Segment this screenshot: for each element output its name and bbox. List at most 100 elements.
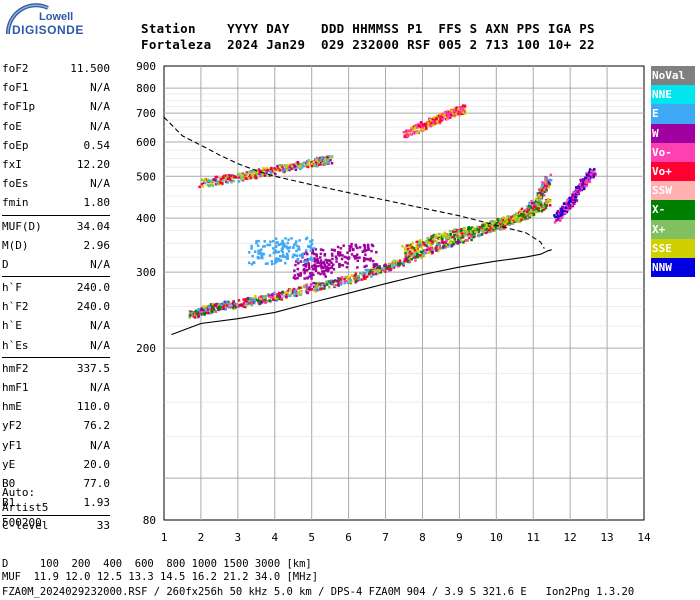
param-row: hmE 110.0 [2, 397, 110, 416]
echo-pixel [283, 295, 286, 298]
echo-pixel [313, 257, 316, 260]
echo-pixel [277, 250, 281, 254]
echo-pixel [209, 311, 213, 314]
echo-pixel [425, 127, 428, 130]
echo-pixel [375, 250, 378, 254]
echo-pixel [408, 260, 412, 264]
echo-pixel [547, 181, 551, 184]
echo-pixel [258, 174, 262, 177]
echo-pixel [548, 182, 551, 186]
echo-pixel [285, 166, 288, 169]
echo-pixel [255, 241, 258, 245]
param-name: B0 [2, 476, 16, 490]
echo-pixel [408, 129, 411, 132]
echo-pixel [567, 201, 570, 205]
echo-pixel [468, 236, 471, 240]
echo-pixel [576, 190, 579, 193]
echo-pixel [268, 254, 272, 257]
echo-pixel [443, 231, 446, 235]
header-line2: Fortaleza 2024 Jan29 029 232000 RSF 005 … [141, 37, 595, 52]
echo-pixel [405, 134, 409, 137]
echo-pixel [414, 259, 417, 262]
echo-pixel [297, 164, 301, 168]
echo-pixel [561, 215, 564, 219]
echo-pixel [392, 260, 396, 263]
echo-pixel [244, 304, 248, 307]
y-tick-label: 300 [136, 266, 156, 279]
echo-pixel [518, 218, 522, 221]
echo-pixel [431, 236, 434, 239]
echo-pixel [585, 173, 589, 177]
echo-pixel [411, 129, 415, 132]
echo-pixel [303, 161, 306, 164]
echo-pixel [365, 249, 368, 252]
echo-pixel [420, 121, 423, 124]
echo-pixel [244, 297, 248, 301]
echo-pixel [306, 160, 309, 163]
echo-pixel [206, 309, 210, 313]
echo-pixel [525, 208, 528, 211]
echo-pixel [572, 201, 575, 204]
echo-pixel [440, 236, 444, 239]
echo-pixel [530, 199, 533, 203]
echo-pixel [282, 167, 285, 171]
param-value: 0.54 [83, 138, 111, 152]
x-tick-label: 9 [456, 531, 463, 544]
echo-pixel [499, 227, 502, 231]
echo-pixel [263, 245, 266, 248]
echo-pixel [286, 254, 289, 257]
echo-pixel [252, 176, 256, 179]
echo-pixel [402, 130, 406, 134]
echo-pixel [415, 247, 418, 250]
echo-pixel [387, 269, 391, 272]
echo-pixel [252, 261, 256, 265]
echo-pixel [303, 267, 306, 271]
echo-pixel [324, 258, 328, 262]
echo-pixel [332, 268, 336, 271]
echo-pixel [300, 166, 304, 169]
footer-distance: D 100 200 400 600 800 1000 1500 3000 [km… [2, 558, 312, 570]
echo-pixel [561, 212, 565, 216]
echo-pixel [572, 191, 575, 195]
echo-pixel [563, 211, 567, 215]
echo-pixel [314, 258, 318, 262]
echo-pixel [384, 263, 387, 266]
echo-pixel [415, 240, 419, 244]
echo-pixel [376, 269, 379, 272]
echo-pixel [580, 188, 584, 192]
echo-pixel [420, 251, 424, 254]
echo-pixel [496, 220, 499, 223]
echo-pixel [559, 211, 562, 215]
echo-pixel [367, 272, 371, 276]
echo-pixel [276, 164, 279, 168]
echo-pixel [435, 249, 438, 252]
echo-pixel [448, 241, 451, 245]
param-name: foEp [2, 138, 29, 152]
echo-pixel [379, 271, 382, 274]
echo-pixel [387, 262, 391, 266]
echo-pixel [555, 219, 558, 222]
echo-pixel [542, 190, 545, 194]
param-value: N/A [90, 119, 110, 133]
logo-line2: DIGISONDE [12, 23, 84, 37]
echo-pixel [592, 175, 595, 179]
echo-pixel [290, 164, 294, 167]
echo-pixel [445, 239, 448, 243]
echo-pixel [365, 275, 368, 278]
echo-pixel [209, 184, 213, 187]
echo-pixel [340, 278, 343, 281]
echo-pixel [209, 303, 213, 306]
echo-pixel [210, 307, 214, 311]
echo-pixel [485, 224, 489, 228]
legend-item: X- [651, 200, 695, 220]
echo-pixel [388, 266, 392, 269]
echo-pixel [245, 172, 249, 176]
echo-pixel [319, 248, 323, 251]
legend-item: Vo+ [651, 161, 695, 182]
echo-pixel [249, 297, 252, 300]
echo-pixel [448, 114, 451, 118]
echo-pixel [548, 178, 552, 182]
echo-pixel [571, 195, 574, 199]
echo-pixel [315, 162, 318, 165]
echo-pixel [303, 259, 307, 262]
